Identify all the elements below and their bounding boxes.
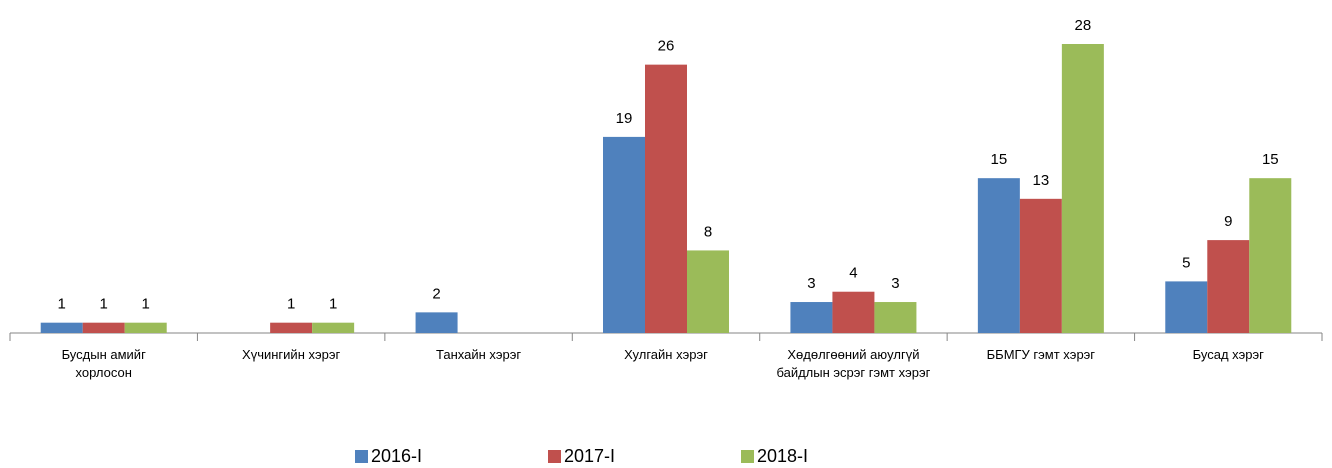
bar [40,322,83,333]
x-tick-label: Танхайн хэрэг [435,347,522,362]
data-label: 1 [100,296,108,313]
legend-item: 2016-I [355,446,422,467]
bar [874,302,917,333]
bar [832,291,875,333]
bar [977,178,1020,333]
legend-swatch [355,450,368,463]
data-label: 15 [1262,151,1279,168]
data-label: 8 [704,223,712,240]
bar [645,64,687,334]
x-tick-label: Хөдөлгөөний аюулгүй байдлын эсрэг гэмт х… [776,347,931,380]
legend-swatch [548,450,561,463]
x-tick-label: Хүчингийн хэрэг [242,347,341,362]
data-label: 1 [287,296,295,313]
bar [1165,281,1208,333]
bar [124,322,167,333]
x-tick-label: Хулгайн хэрэг [624,347,708,362]
bar [270,322,313,333]
legend-swatch [741,450,754,463]
data-label: 1 [58,296,66,313]
legend-item: 2017-I [548,446,615,467]
data-label: 2 [432,285,440,302]
data-label: 13 [1033,172,1050,189]
data-label: 19 [616,110,633,127]
legend-item: 2018-I [741,446,808,467]
data-label: 9 [1224,213,1232,230]
bar [1207,240,1250,333]
bar [1019,198,1062,333]
data-label: 4 [849,265,857,282]
data-label: 3 [891,275,899,292]
data-label: 3 [807,275,815,292]
data-label: 28 [1075,17,1092,34]
legend-label: 2016-I [371,446,423,466]
data-label: 15 [991,151,1008,168]
bar [687,250,729,333]
data-label: 1 [142,296,150,313]
legend-label: 2018-I [757,446,809,466]
bar [790,302,833,333]
x-tick-label: Бусад хэрэг [1192,347,1264,362]
bar [415,312,458,333]
data-label: 26 [658,38,675,55]
x-tick-label: ББМГУ гэмт хэрэг [986,347,1096,362]
bar [312,322,355,333]
bar [603,136,645,333]
bar [82,322,125,333]
x-tick-label: Бусдын амийг хорлосон [61,347,146,380]
bar [1249,178,1292,333]
data-label: 5 [1182,254,1190,271]
legend-label: 2017-I [564,446,616,466]
data-label: 1 [329,296,337,313]
bar [1061,44,1104,333]
